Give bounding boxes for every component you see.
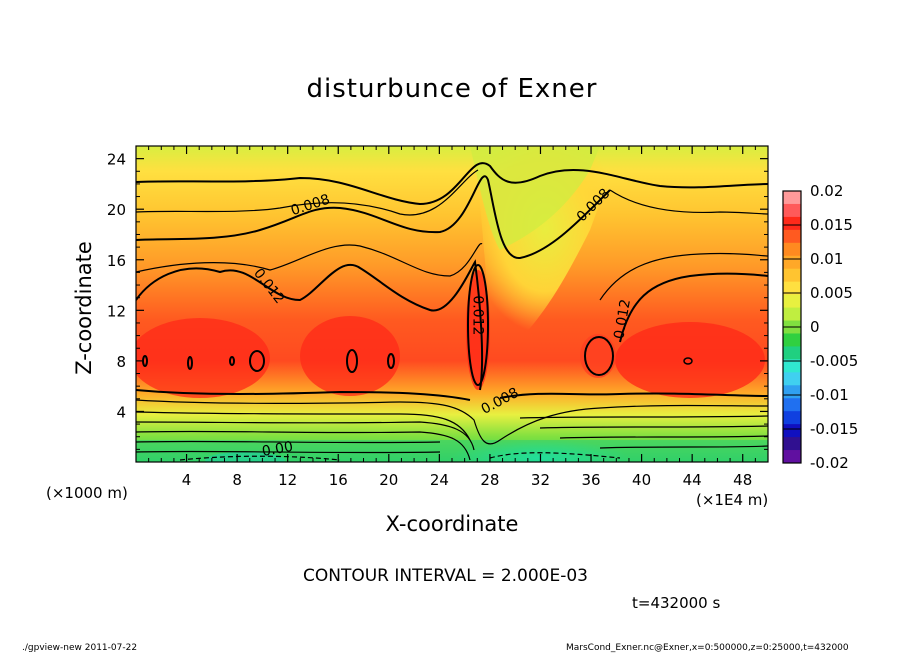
colorbar-segment [783, 372, 801, 386]
colorbar-label: 0.02 [810, 182, 843, 200]
x-tick-label: 20 [379, 471, 398, 489]
x-tick-label: 40 [632, 471, 651, 489]
x-tick-label: 8 [232, 471, 242, 489]
colorbar: 0.02 0.015 0.01 0.005 0 -0.005 -0.01 -0.015 -0.0… [782, 182, 858, 472]
colorbar-label: 0.01 [810, 250, 843, 268]
colorbar-label: -0.02 [810, 454, 849, 472]
y-tick-label: 4 [116, 403, 126, 421]
colorbar-segment [783, 229, 801, 244]
y-axis-label: Z-coordinate [72, 241, 96, 375]
contour-label: 0.00 [261, 439, 294, 460]
x-tick-label: 28 [480, 471, 499, 489]
x-tick-label: 16 [329, 471, 348, 489]
colorbar-segment [783, 359, 801, 373]
colorbar-segment [783, 281, 801, 296]
colorbar-segment [783, 385, 801, 399]
colorbar-segment [783, 450, 801, 464]
x-tick-label: 48 [733, 471, 752, 489]
y-tick-label: 20 [107, 201, 126, 219]
colorbar-segment [783, 333, 801, 347]
y-tick-label: 24 [107, 151, 126, 169]
x-tick-label: 36 [581, 471, 600, 489]
x-tick-label: 32 [531, 471, 550, 489]
colorbar-segment [783, 268, 801, 283]
x-tick-label: 12 [278, 471, 297, 489]
colorbar-label: -0.005 [810, 352, 858, 370]
time-label: t=432000 s [632, 594, 721, 612]
colorbar-segment [783, 255, 801, 270]
y-tick-label: 12 [107, 302, 126, 320]
y-tick-label: 16 [107, 252, 126, 270]
colorbar-label: 0 [810, 318, 820, 336]
footer-right: MarsCond_Exner.nc@Exner,x=0:500000,z=0:2… [566, 643, 849, 653]
colorbar-segment [783, 437, 801, 451]
y-tick-label: 8 [116, 353, 126, 371]
x-tick-label: 4 [182, 471, 192, 489]
contour-label: 0.012 [611, 298, 634, 340]
colorbar-label: -0.015 [810, 420, 858, 438]
chart-title: disturbunce of Exner [306, 74, 598, 104]
colorbar-segment [783, 216, 801, 231]
colorbar-segment [783, 307, 801, 322]
x-axis-label: X-coordinate [385, 512, 519, 536]
colorbar-segment [783, 203, 801, 218]
colorbar-segment [783, 398, 801, 412]
x-unit-left: (×1000 m) [46, 484, 128, 502]
colorbar-segment [783, 242, 801, 257]
contour-interval-label: CONTOUR INTERVAL = 2.000E-03 [303, 566, 588, 586]
colorbar-segment [783, 424, 801, 438]
footer-left: ./gpview-new 2011-07-22 [22, 643, 138, 653]
colorbar-segment [783, 294, 801, 309]
colorbar-label: 0.005 [810, 284, 853, 302]
contour-lines [136, 162, 768, 461]
colorbar-segment [783, 191, 801, 205]
colorbar-segment [783, 346, 801, 360]
contour-label: 0.012 [469, 295, 485, 335]
colorbar-label: 0.015 [810, 216, 853, 234]
x-tick-label: 44 [683, 471, 702, 489]
x-tick-label: 24 [430, 471, 449, 489]
x-unit-right: (×1E4 m) [696, 491, 769, 509]
colorbar-segment [783, 411, 801, 425]
colorbar-label: -0.01 [810, 386, 849, 404]
